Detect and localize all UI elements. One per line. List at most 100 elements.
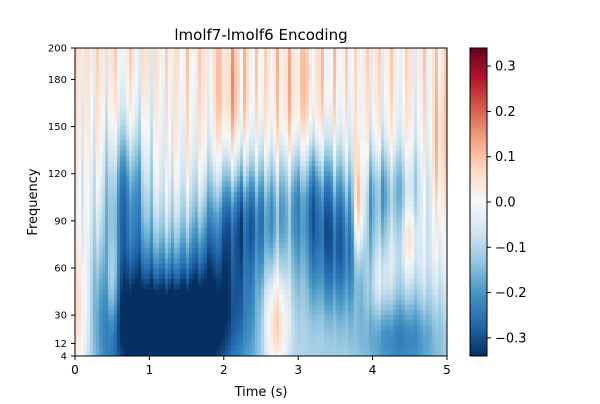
heatmap-cell — [207, 140, 211, 146]
heatmap-cell — [81, 212, 85, 218]
heatmap-cell — [249, 83, 253, 90]
heatmap-cell — [324, 68, 328, 75]
heatmap-cell — [177, 217, 181, 223]
heatmap-cell — [165, 202, 169, 208]
heatmap-cell — [108, 89, 112, 95]
heatmap-cell — [195, 58, 199, 64]
heatmap-cell — [264, 94, 268, 100]
heatmap-cell — [234, 335, 238, 341]
heatmap-cell — [153, 89, 157, 95]
heatmap-cell — [288, 345, 292, 352]
heatmap-cell — [264, 284, 268, 290]
heatmap-cell — [318, 160, 322, 167]
heatmap-cell — [282, 160, 286, 167]
heatmap-cell — [204, 94, 208, 100]
heatmap-cell — [189, 83, 193, 90]
heatmap-cell — [270, 181, 274, 187]
heatmap-cell — [321, 294, 325, 300]
heatmap-cell — [264, 330, 268, 336]
heatmap-cell — [300, 202, 304, 208]
heatmap-cell — [177, 99, 181, 105]
heatmap-cell — [165, 299, 169, 306]
heatmap-cell — [126, 145, 130, 152]
heatmap-cell — [252, 258, 256, 264]
heatmap-cell — [321, 150, 325, 157]
heatmap-cell — [318, 78, 322, 85]
heatmap-cell — [138, 345, 142, 352]
heatmap-cell — [117, 350, 121, 357]
heatmap-cell — [135, 58, 139, 64]
heatmap-cell — [99, 284, 103, 290]
heatmap-cell — [300, 279, 304, 285]
heatmap-cell — [258, 320, 262, 326]
heatmap-cell — [93, 130, 97, 136]
heatmap-cell — [171, 176, 175, 182]
heatmap-cell — [228, 155, 232, 162]
heatmap-cell — [294, 99, 298, 105]
heatmap-cell — [153, 299, 157, 306]
heatmap-cell — [147, 258, 151, 264]
heatmap-cell — [255, 135, 259, 141]
heatmap-cell — [288, 212, 292, 218]
heatmap-cell — [255, 202, 259, 208]
heatmap-cell — [252, 171, 256, 177]
heatmap-cell — [294, 294, 298, 300]
heatmap-cell — [216, 58, 220, 64]
heatmap-cell — [132, 248, 136, 254]
heatmap-cell — [264, 89, 268, 95]
heatmap-cell — [222, 202, 226, 208]
heatmap-cell — [192, 350, 196, 357]
heatmap-cell — [78, 155, 82, 162]
heatmap-cell — [129, 58, 133, 64]
heatmap-cell — [276, 150, 280, 157]
heatmap-cell — [180, 155, 184, 162]
heatmap-cell — [240, 232, 244, 239]
heatmap-cell — [174, 279, 178, 285]
heatmap-cell — [228, 176, 232, 182]
heatmap-cell — [84, 78, 88, 85]
heatmap-cell — [210, 345, 214, 352]
heatmap-cell — [279, 263, 283, 270]
heatmap-cell — [321, 83, 325, 90]
heatmap-cell — [312, 186, 316, 193]
heatmap-cell — [159, 289, 163, 295]
heatmap-cell — [141, 140, 145, 146]
heatmap-cell — [216, 73, 220, 80]
heatmap-cell — [321, 309, 325, 316]
heatmap-cell — [285, 166, 289, 172]
heatmap-cell — [321, 212, 325, 218]
heatmap-cell — [177, 63, 181, 69]
heatmap-cell — [183, 335, 187, 341]
heatmap-cell — [84, 176, 88, 182]
heatmap-cell — [138, 232, 142, 239]
heatmap-cell — [93, 150, 97, 157]
heatmap-cell — [294, 340, 298, 347]
heatmap-cell — [174, 104, 178, 110]
heatmap-cell — [174, 78, 178, 85]
heatmap-cell — [102, 279, 106, 285]
heatmap-cell — [75, 237, 79, 244]
heatmap-cell — [120, 304, 124, 311]
heatmap-cell — [312, 279, 316, 285]
heatmap-cell — [288, 207, 292, 213]
heatmap-cell — [105, 207, 109, 213]
heatmap-cell — [93, 135, 97, 141]
heatmap-cell — [198, 150, 202, 157]
heatmap-cell — [237, 140, 241, 146]
heatmap-cell — [240, 73, 244, 80]
heatmap-cell — [243, 335, 247, 341]
heatmap-cell — [105, 345, 109, 352]
heatmap-cell — [96, 53, 100, 59]
heatmap-cell — [168, 196, 172, 203]
heatmap-cell — [306, 130, 310, 136]
heatmap-cell — [177, 150, 181, 157]
heatmap-cell — [201, 83, 205, 90]
heatmap-cell — [225, 284, 229, 290]
heatmap-cell — [141, 232, 145, 239]
heatmap-cell — [276, 279, 280, 285]
heatmap-cell — [129, 212, 133, 218]
heatmap-cell — [81, 109, 85, 116]
heatmap-cell — [171, 268, 175, 275]
heatmap-cell — [315, 58, 319, 64]
heatmap-cell — [258, 171, 262, 177]
